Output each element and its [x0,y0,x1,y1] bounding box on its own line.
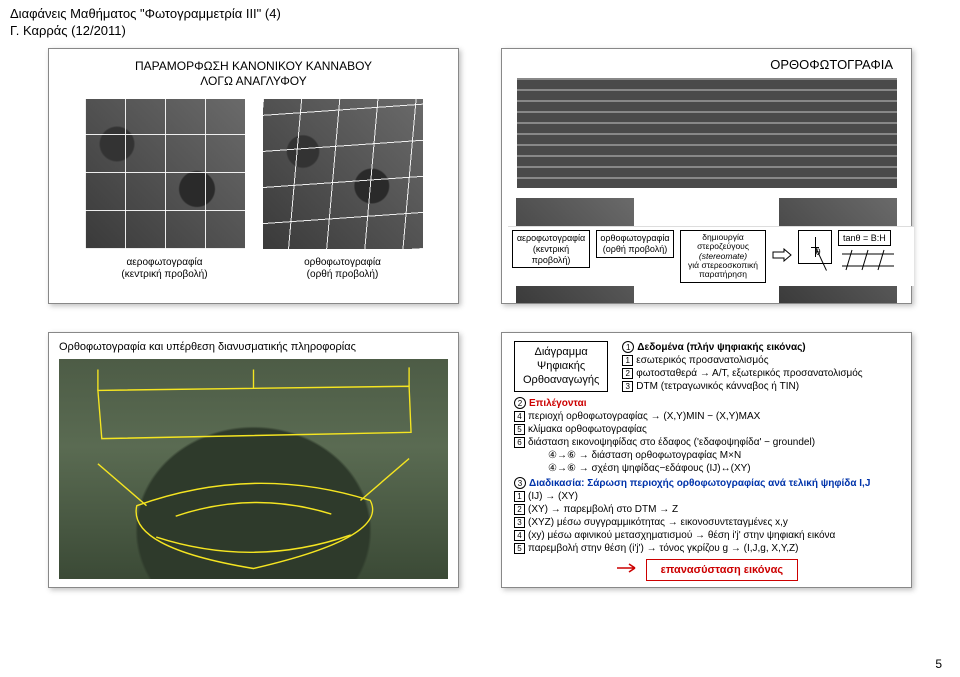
panel-orthophoto: ΟΡΘΟΦΩΤΟΓΡΑΦΙΑ αεροφωτογραφία κεντρική π… [501,48,912,304]
procedure-section: 3Διαδικασία: Σάρωση περιοχής ορθοφωτογρα… [514,477,899,555]
panel1-cap-left: αεροφωτογραφία (κεντρική προβολή) [85,257,245,280]
panel2-pair: αεροφωτογραφία κεντρική προβολή ορθοφωτο… [502,198,911,304]
panel-bl-title: Ορθοφωτογραφία και υπέρθεση διανυσματική… [59,341,448,359]
select-section: 2Επιλέγονται 4περιοχή ορθοφωτογραφίας → … [514,397,899,475]
proc-title: Διαδικασία: Σάρωση περιοχής ορθοφωτογραφ… [529,478,870,489]
panel1-images [49,91,458,257]
panel-vector-overlay: Ορθοφωτογραφία και υπέρθεση διανυσματική… [48,332,459,588]
panel1-cap-left-l2: (κεντρική προβολή) [85,269,245,281]
panel2-img-ortho [779,198,897,304]
proc-2: (XY) → παρεμβολή στο DTM → Z [528,504,678,515]
page-number: 5 [935,657,942,671]
panel1-cap-right: ορθοφωτογραφία (ορθή προβολή) [263,257,423,280]
select-6: διάσταση εικονοψηφίδας στο έδαφος ('εδαφ… [528,437,815,448]
panel1-title-l2: ΛΟΓΩ ΑΝΑΓΛΥΦΟΥ [55,74,452,89]
select-6a: ④→⑥ → διάσταση ορθοφωτογραφίας Μ×Ν [548,450,741,461]
panel-bl-image [59,359,448,579]
select-6b: ④→⑥ → σχέση ψηφίδας−εδάφους (IJ)↔(XY) [548,463,751,474]
panel2-left-block: αεροφωτογραφία κεντρική προβολή [516,198,634,304]
diagram-title-l2: Ψηφιακής [523,360,599,374]
panel1-title-l1: ΠΑΡΑΜΟΡΦΩΣΗ ΚΑΝΟΝΙΚΟΥ ΚΑΝΝΑΒΟΥ [55,59,452,74]
page-header: Διαφάνεις Μαθήματος "Φωτογραμμετρία ΙΙΙ"… [0,0,960,42]
data-item-3: DTM (τετραγωνικός κάνναβος ή TIN) [636,381,799,392]
diagram-title-l3: Ορθοαναγωγής [523,374,599,388]
select-4: περιοχή ορθοφωτογραφίας → (X,Y)MIN − (X,… [528,411,760,422]
slide-grid: ΠΑΡΑΜΟΡΦΩΣΗ ΚΑΝΟΝΙΚΟΥ ΚΑΝΝΑΒΟΥ ΛΟΓΩ ΑΝΑΓ… [48,48,912,588]
panel1-captions: αεροφωτογραφία (κεντρική προβολή) ορθοφω… [49,257,458,280]
panel1-cap-left-l1: αεροφωτογραφία [85,257,245,269]
panel1-cap-right-l1: ορθοφωτογραφία [263,257,423,269]
vector-overlay [59,359,448,579]
final-box: επανασύσταση εικόνας [646,559,798,581]
final-row: επανασύσταση εικόνας [514,559,899,581]
panel1-cap-right-l2: (ορθή προβολή) [263,269,423,281]
proc-3: (XYZ) μέσω συγγραμμικότητας → εικονοσυντ… [528,517,788,528]
final-arrow-icon [615,562,643,578]
header-line-2: Γ. Καρράς (12/2011) [10,23,950,40]
data-title: Δεδομένα (πλήν ψηφιακής εικόνας) [637,342,805,353]
proc-1: (IJ) → (XY) [528,491,578,502]
panel2-img-aerial [516,198,634,304]
panel-ortho-diagram: Διάγραμμα Ψηφιακής Ορθοαναγωγής 1Δεδομέν… [501,332,912,588]
diagram-title-box: Διάγραμμα Ψηφιακής Ορθοαναγωγής [514,341,608,392]
diagram-title-l1: Διάγραμμα [523,346,599,360]
panel2-title: ΟΡΘΟΦΩΤΟΓΡΑΦΙΑ [502,49,911,78]
data-section: 1Δεδομένα (πλήν ψηφιακής εικόνας) 1εσωτε… [622,341,862,393]
panel1-img-ortho [263,99,423,249]
select-title: Επιλέγονται [529,398,587,409]
select-5: κλίμακα ορθοφωτογραφίας [528,424,647,435]
data-item-1: εσωτερικός προσανατολισμός [636,355,768,366]
panel1-title: ΠΑΡΑΜΟΡΦΩΣΗ ΚΑΝΟΝΙΚΟΥ ΚΑΝΝΑΒΟΥ ΛΟΓΩ ΑΝΑΓ… [49,49,458,91]
data-item-2: φωτοσταθερά → Α/Τ, εξωτερικός προσανατολ… [636,368,862,379]
panel2-right-block: ορθοφωτογραφία ορθή προβολή [779,198,897,304]
proc-4: (xy) μέσω αφινικού μετασχηματισμού → θέσ… [528,530,835,541]
proc-5: παρεμβολή στην θέση (i'j') → τόνος γκρίζ… [528,543,798,554]
panel1-img-aerial [85,99,245,249]
panel-grid-deformation: ΠΑΡΑΜΟΡΦΩΣΗ ΚΑΝΟΝΙΚΟΥ ΚΑΝΝΑΒΟΥ ΛΟΓΩ ΑΝΑΓ… [48,48,459,304]
header-line-1: Διαφάνεις Μαθήματος "Φωτογραμμετρία ΙΙΙ"… [10,6,950,23]
panel2-ortho-strip [517,78,897,188]
